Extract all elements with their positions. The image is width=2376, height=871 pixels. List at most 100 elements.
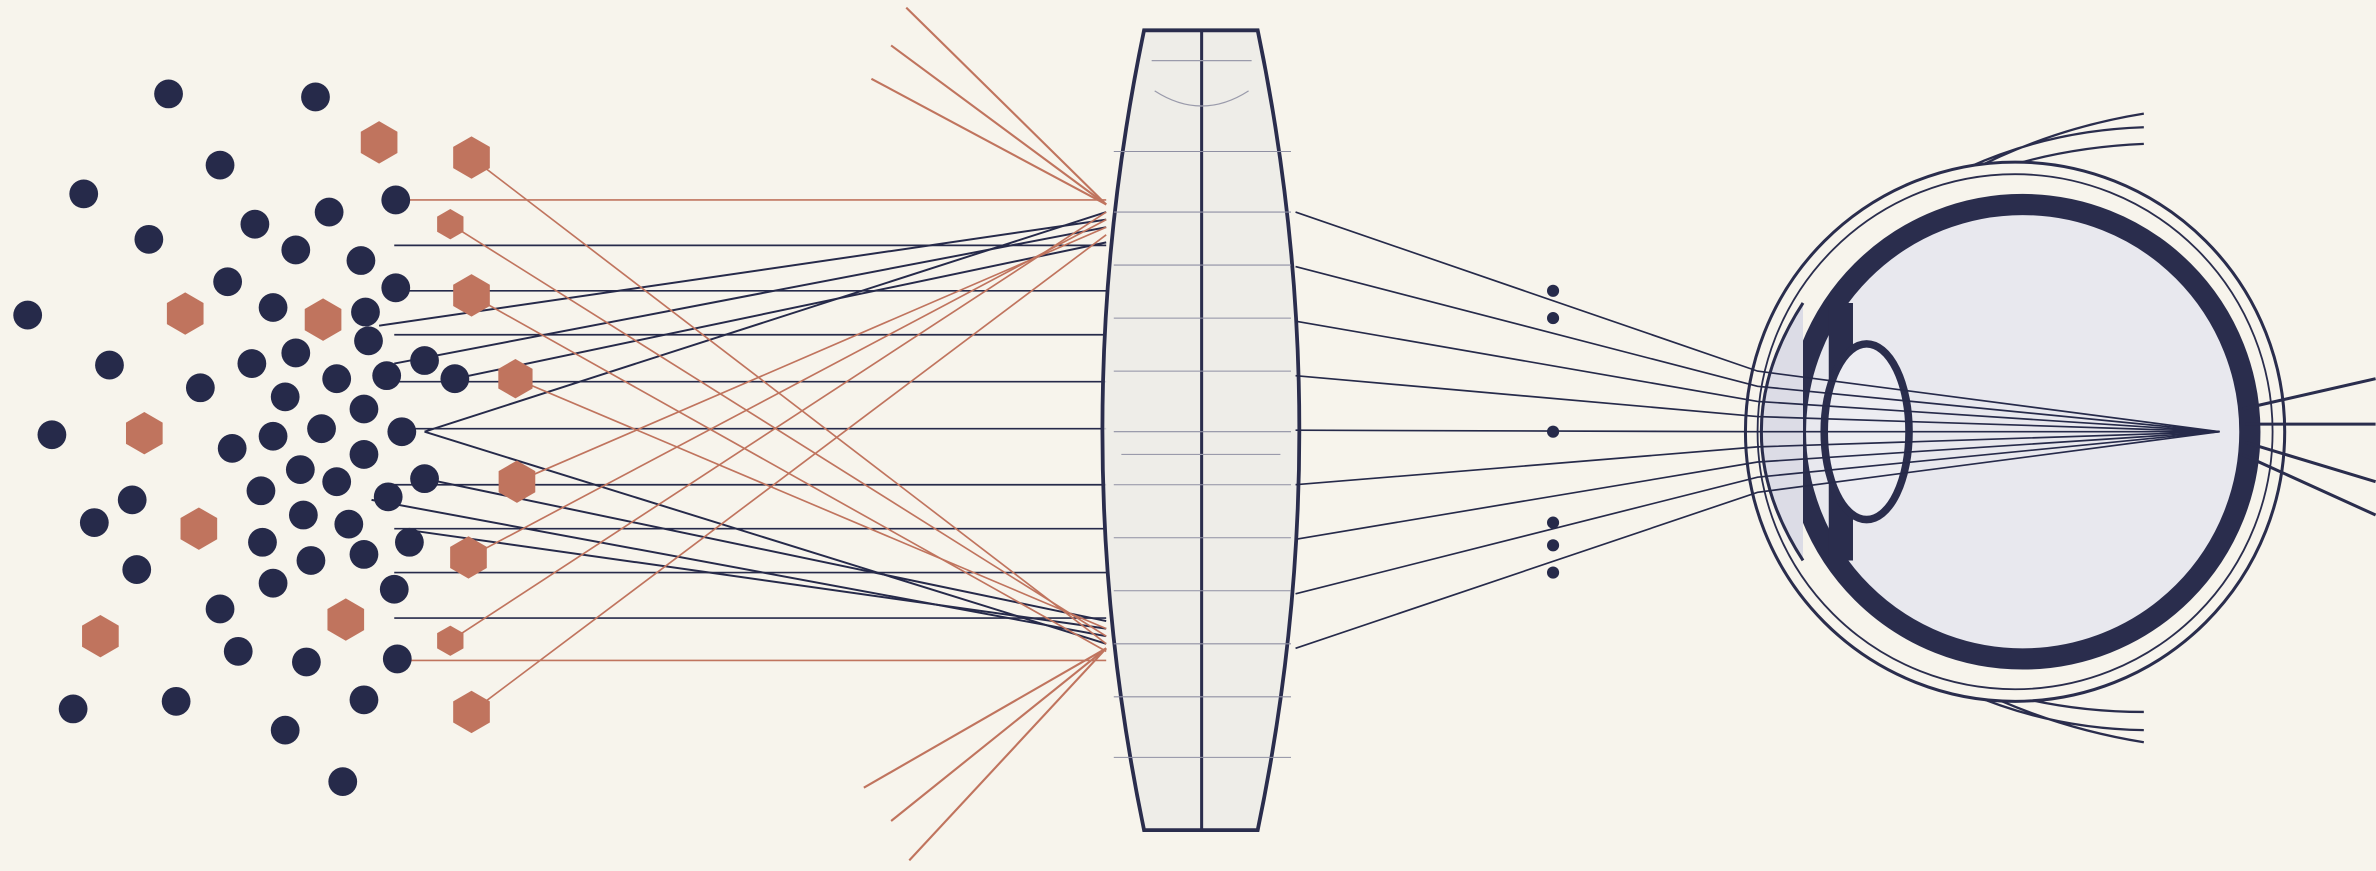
hexagon-particle — [437, 209, 464, 240]
hexagon-particle — [453, 690, 490, 734]
particle — [288, 500, 318, 530]
reflected-ray — [516, 226, 1107, 483]
particle — [223, 636, 253, 666]
rays — [371, 6, 1107, 862]
particle — [270, 715, 300, 745]
particle — [285, 455, 315, 484]
reflected-ray — [515, 377, 1107, 630]
hexagon-particle — [304, 298, 342, 341]
hexagon-particle — [166, 292, 204, 335]
particle — [281, 338, 311, 368]
hexagon-particle — [498, 359, 533, 399]
particle — [258, 568, 288, 598]
ray-marker — [1547, 566, 1560, 579]
particle — [248, 527, 277, 557]
particle — [217, 433, 247, 463]
particle — [205, 594, 235, 624]
particle — [373, 482, 403, 512]
particle — [387, 417, 417, 447]
hexagon-particle — [180, 507, 218, 550]
particle — [354, 326, 383, 356]
particle — [349, 440, 379, 469]
particle — [301, 82, 330, 112]
objects — [13, 79, 536, 797]
reflected-ray — [468, 218, 1107, 559]
reflected-ray — [890, 647, 1107, 822]
particle — [372, 361, 402, 391]
hexagon-particle — [82, 615, 119, 658]
reflected-ray — [449, 223, 1107, 637]
particle — [381, 273, 411, 303]
particle — [240, 209, 270, 239]
hexagon-particle — [437, 625, 464, 656]
ray-marker — [1547, 425, 1560, 438]
particle — [13, 300, 43, 330]
particle — [349, 685, 379, 715]
particle — [440, 364, 470, 394]
reflected-ray — [449, 211, 1107, 642]
particle — [205, 150, 235, 180]
particle — [122, 555, 152, 584]
ray — [378, 218, 1107, 327]
lens-grid — [1113, 150, 1292, 758]
particle — [246, 476, 276, 506]
particle — [37, 420, 67, 450]
reflected-ray — [471, 156, 1107, 645]
particle — [134, 224, 164, 254]
ray — [394, 226, 1107, 365]
focused-ray — [1295, 265, 2220, 433]
ray-marker — [1547, 284, 1560, 297]
particle — [161, 686, 191, 716]
ray — [454, 241, 1107, 380]
particle — [322, 467, 352, 497]
focused-ray — [1295, 430, 2220, 541]
particle — [292, 647, 321, 677]
particle — [381, 185, 411, 215]
eye-rays — [1295, 211, 2220, 650]
particle — [349, 394, 379, 424]
particle — [69, 179, 99, 209]
particle — [95, 350, 124, 380]
particle — [213, 267, 243, 297]
reflected-ray — [905, 6, 1107, 206]
focused-ray — [1295, 320, 2220, 433]
lens — [1100, 28, 1302, 832]
particle — [270, 382, 300, 412]
reflected-ray — [863, 647, 1107, 789]
particle — [58, 694, 88, 724]
particle — [281, 235, 311, 265]
particle — [328, 767, 358, 797]
focused-ray — [1295, 374, 2220, 433]
particle — [346, 246, 376, 275]
particle — [410, 346, 439, 375]
reflected-ray — [908, 647, 1107, 862]
particle — [382, 644, 412, 674]
particle — [296, 546, 326, 575]
particle — [237, 349, 267, 378]
particle — [79, 508, 109, 537]
focused-ray — [1295, 429, 2220, 433]
hexagon-particle — [360, 121, 398, 164]
particle — [395, 527, 424, 557]
particle — [349, 540, 379, 569]
particle — [379, 574, 409, 604]
reflected-ray — [890, 44, 1107, 206]
hexagon-particle — [327, 598, 365, 641]
particle — [154, 79, 183, 109]
ray — [371, 498, 1107, 638]
particle — [351, 297, 380, 327]
ray-marker — [1547, 539, 1560, 552]
hexagon-particle — [453, 136, 490, 179]
reflected-ray — [471, 234, 1107, 713]
particle — [258, 421, 288, 451]
particle — [185, 373, 215, 403]
ray — [424, 477, 1107, 623]
hexagon-particle — [125, 412, 163, 455]
hexagon-particle — [498, 460, 536, 503]
hexagon-particle — [450, 536, 487, 579]
focused-ray — [1295, 430, 2220, 486]
particle — [258, 293, 288, 322]
particle — [410, 464, 439, 494]
